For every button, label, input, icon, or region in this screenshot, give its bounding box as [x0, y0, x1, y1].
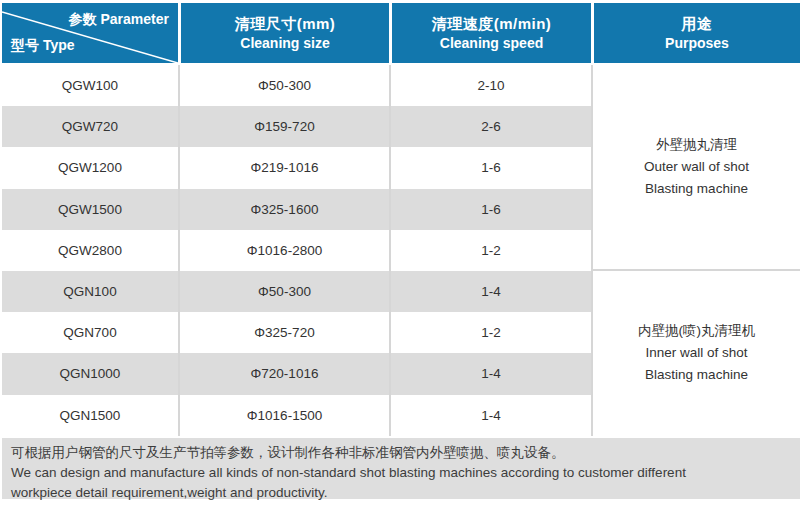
spec-table-page: 参数 Parameter 型号 Type 清理尺寸(mm) Cleaning s… — [0, 0, 800, 506]
cell-speed: 1-4 — [389, 353, 591, 394]
purpose-outer-en2: Blasting machine — [645, 178, 748, 200]
cell-speed: 1-4 — [389, 395, 591, 436]
cell-speed: 1-4 — [389, 271, 591, 312]
purpose-inner-cn: 内壁抛(喷)丸清理机 — [638, 320, 755, 342]
spec-table-body: QGW100 Φ50-300 2-10 QGW720 Φ159-720 2-6 … — [2, 65, 800, 436]
cell-size: Φ219-1016 — [178, 147, 389, 188]
cell-size: Φ325-1600 — [178, 189, 389, 230]
cell-size: Φ50-300 — [178, 271, 389, 312]
purposes-label-en: Purposes — [665, 34, 729, 54]
cleaning-speed-label-cn: 清理速度(m/min) — [432, 13, 552, 34]
cell-model: QGN700 — [2, 312, 178, 353]
cell-model: QGN1000 — [2, 353, 178, 394]
cell-size: Φ50-300 — [178, 65, 389, 106]
purpose-cell-inner-wall: 内壁抛(喷)丸清理机 Inner wall of shot Blasting m… — [591, 271, 800, 436]
cell-model: QGN1500 — [2, 395, 178, 436]
purpose-inner-en1: Inner wall of shot — [645, 342, 747, 364]
cell-model: QGN100 — [2, 271, 178, 312]
cell-size: Φ1016-1500 — [178, 395, 389, 436]
purpose-inner-en2: Blasting machine — [645, 364, 748, 386]
footer-line-en1: We can design and manufacture all kinds … — [11, 463, 790, 483]
cell-model: QGW2800 — [2, 230, 178, 271]
cell-model: QGW720 — [2, 106, 178, 147]
cleaning-speed-label-en: Cleaning speed — [440, 34, 543, 54]
cell-size: Φ1016-2800 — [178, 230, 389, 271]
cell-speed: 2-6 — [389, 106, 591, 147]
cell-model: QGW1500 — [2, 189, 178, 230]
type-label: 型号 Type — [11, 36, 75, 56]
cell-speed: 1-2 — [389, 312, 591, 353]
footer-note: 可根据用户钢管的尺寸及生产节拍等参数，设计制作各种非标准钢管内外壁喷抛、喷丸设备… — [2, 438, 800, 499]
cell-speed: 1-6 — [389, 147, 591, 188]
cell-model: QGW1200 — [2, 147, 178, 188]
cleaning-size-label-cn: 清理尺寸(mm) — [235, 13, 336, 34]
header-cell-cleaning-speed: 清理速度(m/min) Cleaning speed — [392, 3, 591, 63]
footer-line-en2: workpiece detail requirement,weight and … — [11, 483, 790, 503]
cell-size: Φ720-1016 — [178, 353, 389, 394]
header-cell-purposes: 用途 Purposes — [594, 3, 800, 63]
footer-line-cn: 可根据用户钢管的尺寸及生产节拍等参数，设计制作各种非标准钢管内外壁喷抛、喷丸设备… — [11, 443, 790, 463]
cell-speed: 2-10 — [389, 65, 591, 106]
table-header: 参数 Parameter 型号 Type 清理尺寸(mm) Cleaning s… — [2, 3, 800, 63]
cell-model: QGW100 — [2, 65, 178, 106]
purpose-outer-cn: 外壁抛丸清理 — [656, 134, 737, 156]
cell-speed: 1-6 — [389, 189, 591, 230]
cell-speed: 1-2 — [389, 230, 591, 271]
purposes-label-cn: 用途 — [682, 13, 713, 34]
header-cell-type-parameter: 参数 Parameter 型号 Type — [2, 3, 178, 63]
cleaning-size-label-en: Cleaning size — [240, 34, 329, 54]
purpose-cell-outer-wall: 外壁抛丸清理 Outer wall of shot Blasting machi… — [591, 65, 800, 271]
cell-size: Φ325-720 — [178, 312, 389, 353]
header-cell-cleaning-size: 清理尺寸(mm) Cleaning size — [181, 3, 389, 63]
purpose-outer-en1: Outer wall of shot — [644, 156, 749, 178]
parameter-label: 参数 Parameter — [69, 10, 169, 30]
cell-size: Φ159-720 — [178, 106, 389, 147]
